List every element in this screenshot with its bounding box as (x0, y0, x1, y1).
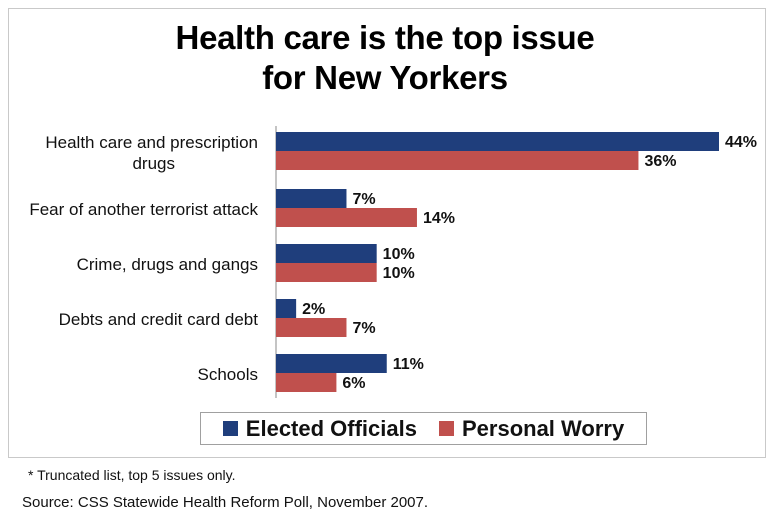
bar-personal-worry-health-care-and-prescription-drugs (276, 151, 639, 170)
bar-elected-officials-health-care-and-prescription-drugs (276, 132, 719, 151)
value-label-personal-worry-fear-of-another-terrorist-attack: 14% (423, 210, 455, 227)
chart-frame (8, 8, 766, 458)
legend: Elected Officials Personal Worry (200, 412, 647, 445)
value-label-elected-officials-debts-and-credit-card-debt: 2% (302, 301, 325, 318)
footnote: * Truncated list, top 5 issues only. (28, 467, 236, 483)
category-label-crime-drugs-and-gangs: Crime, drugs and gangs (77, 255, 258, 274)
value-label-elected-officials-crime-drugs-and-gangs: 10% (383, 246, 415, 263)
value-label-personal-worry-health-care-and-prescription-drugs: 36% (644, 153, 676, 170)
bar-elected-officials-debts-and-credit-card-debt (276, 299, 297, 318)
source-note: Source: CSS Statewide Health Reform Poll… (22, 494, 429, 511)
legend-item-elected-officials: Elected Officials (222, 415, 417, 442)
bar-personal-worry-crime-drugs-and-gangs (276, 263, 377, 282)
category-label-health-care-and-prescription-drugs: Health care and prescription drugs (45, 133, 258, 173)
bar-elected-officials-crime-drugs-and-gangs (276, 244, 377, 263)
legend-label-elected-officials: Elected Officials (245, 415, 417, 441)
category-label-debts-and-credit-card-debt: Debts and credit card debt (59, 310, 259, 329)
value-label-personal-worry-schools: 6% (342, 375, 365, 392)
bar-elected-officials-fear-of-another-terrorist-attack (276, 189, 347, 208)
chart-title: Health care is the top issue for New York… (175, 19, 595, 96)
value-label-personal-worry-debts-and-credit-card-debt: 7% (352, 320, 375, 337)
value-label-elected-officials-health-care-and-prescription-drugs: 44% (725, 134, 757, 151)
bar-elected-officials-schools (276, 354, 387, 373)
category-label-fear-of-another-terrorist-attack: Fear of another terrorist attack (29, 200, 258, 219)
value-label-elected-officials-schools: 11% (393, 356, 424, 373)
value-label-personal-worry-crime-drugs-and-gangs: 10% (383, 265, 415, 282)
legend-item-personal-worry: Personal Worry (438, 415, 625, 442)
legend-swatch-elected-officials (222, 421, 238, 436)
legend-swatch-personal-worry (438, 421, 454, 436)
value-label-elected-officials-fear-of-another-terrorist-attack: 7% (352, 191, 375, 208)
bar-personal-worry-fear-of-another-terrorist-attack (276, 208, 417, 227)
category-label-schools: Schools (198, 365, 258, 384)
legend-label-personal-worry: Personal Worry (461, 415, 625, 441)
bar-personal-worry-schools (276, 373, 337, 392)
bar-personal-worry-debts-and-credit-card-debt (276, 318, 347, 337)
